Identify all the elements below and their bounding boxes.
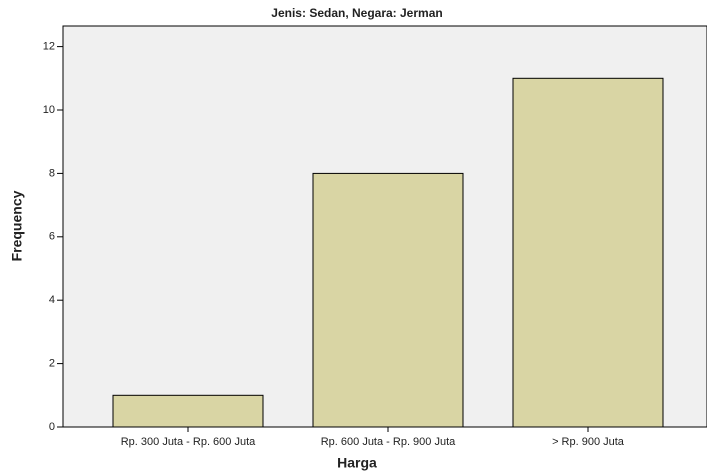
y-tick-label: 6 <box>49 231 55 243</box>
x-axis-title: Harga <box>337 455 377 471</box>
y-axis-title: Frequency <box>9 190 25 261</box>
x-tick-label: Rp. 300 Juta - Rp. 600 Juta <box>121 436 256 448</box>
y-tick-label: 12 <box>43 41 55 53</box>
x-tick-label: Rp. 600 Juta - Rp. 900 Juta <box>321 436 456 448</box>
x-tick-label: > Rp. 900 Juta <box>552 436 625 448</box>
chart-title: Jenis: Sedan, Negara: Jerman <box>271 6 442 20</box>
y-tick-label: 2 <box>49 358 55 370</box>
bar <box>512 77 664 428</box>
bar <box>112 394 264 428</box>
y-tick-label: 0 <box>49 421 55 433</box>
bar <box>312 172 464 428</box>
y-tick-label: 10 <box>43 104 55 116</box>
y-tick-label: 4 <box>49 294 55 306</box>
y-tick-label: 8 <box>49 167 55 179</box>
